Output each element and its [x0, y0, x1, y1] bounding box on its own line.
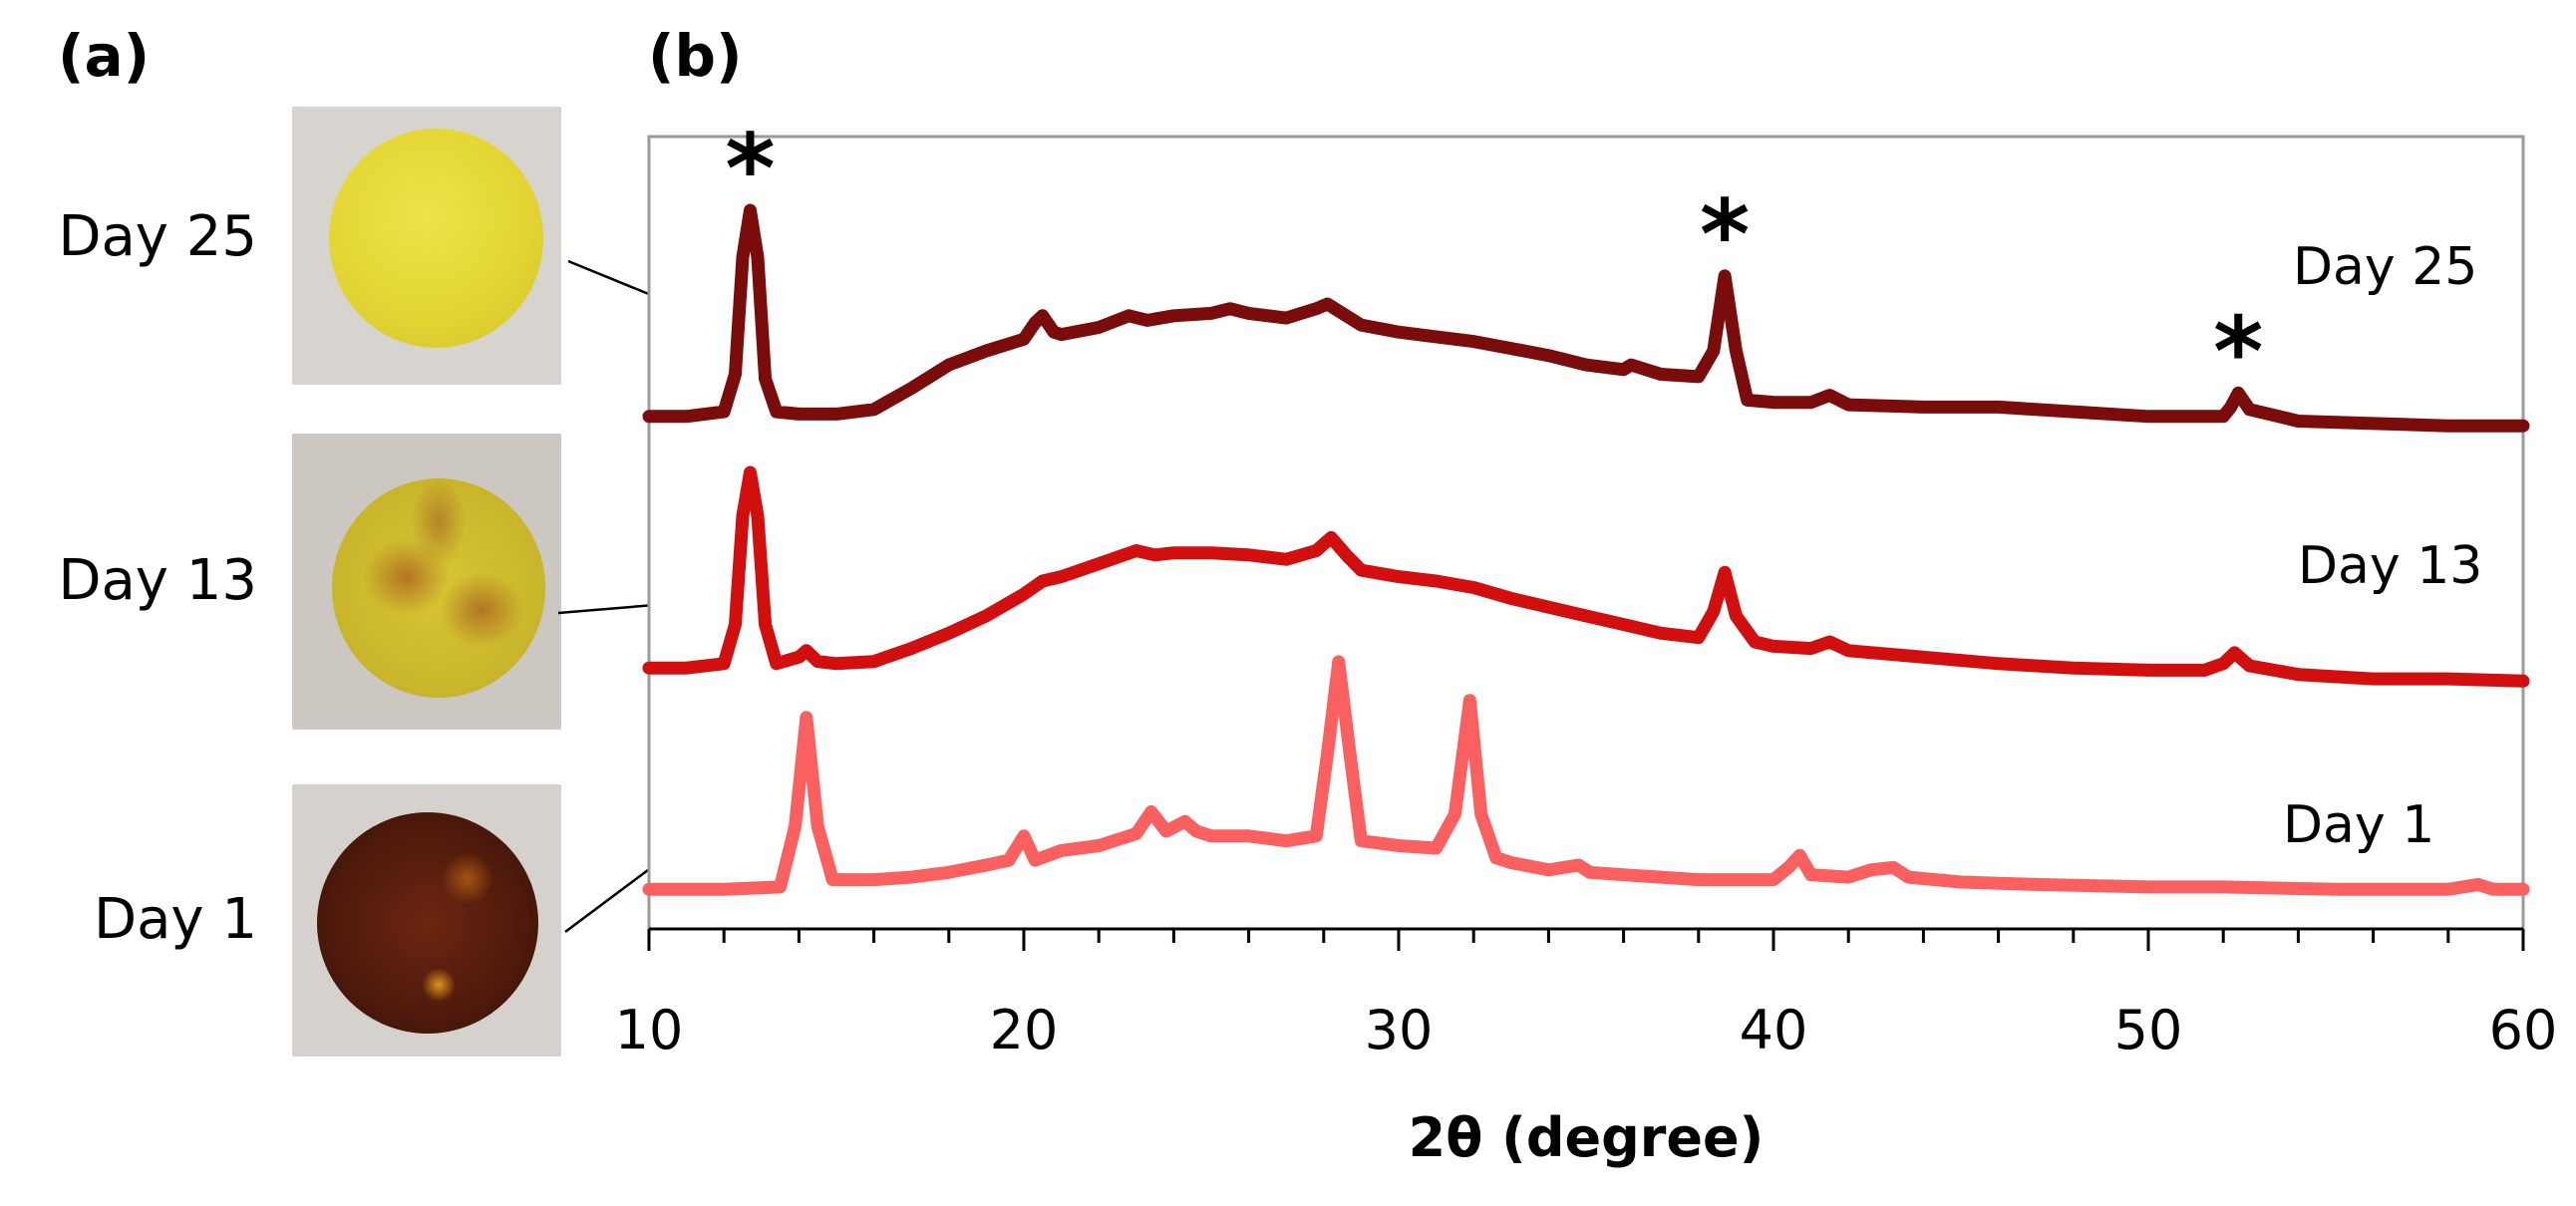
x-tick-label-50: 50 [2114, 999, 2183, 1061]
sample-label-day-13: Day 13 [58, 548, 257, 613]
panel-label-a: (a) [58, 22, 151, 90]
series-line-day-1 [642, 655, 2530, 896]
plot-frame [647, 135, 2525, 931]
x-ticks: 10 20 30 40 50 60 [615, 929, 2558, 1061]
series-label-day-25: Day 25 [2293, 237, 2477, 297]
x-tick-label-40: 40 [1740, 999, 1808, 1061]
series-line-day-25 [642, 203, 2530, 433]
film-disc-day-13 [332, 478, 545, 698]
x-tick-label-60: 60 [2489, 999, 2558, 1061]
x-axis-title: 2θ (degree) [1409, 1106, 1765, 1169]
series-layer [642, 203, 2530, 896]
film-disc-day-1 [317, 812, 538, 1034]
x-tick-label-30: 30 [1365, 999, 1434, 1061]
peak-marker-12-7: * [725, 114, 775, 225]
series-label-day-1: Day 1 [2283, 795, 2434, 855]
series-labels: Day 25 * * * Day 13 Day 1 [725, 114, 2482, 855]
series-label-day-13: Day 13 [2298, 536, 2482, 596]
sample-photo-day-13 [292, 434, 561, 730]
peak-marker-52-4: * [2213, 296, 2263, 408]
panel-label-b: (b) [648, 22, 743, 90]
sample-label-day-1: Day 1 [93, 887, 257, 952]
film-disc-day-25 [329, 129, 543, 348]
sample-photo-day-1 [292, 784, 561, 1056]
sample-photo-day-25 [292, 107, 561, 385]
x-tick-label-10: 10 [615, 999, 684, 1061]
sample-label-day-25: Day 25 [58, 204, 257, 269]
series-line-day-13 [642, 465, 2530, 688]
peak-marker-38-7: * [1700, 179, 1750, 291]
x-tick-label-20: 20 [990, 999, 1059, 1061]
